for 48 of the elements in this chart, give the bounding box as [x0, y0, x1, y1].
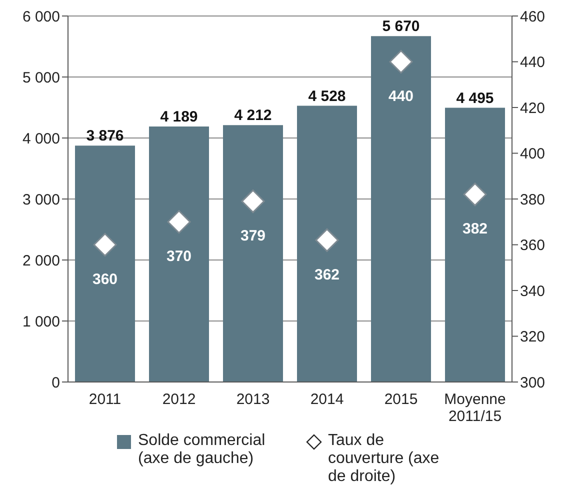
y-tick-label: 1 000 [22, 313, 60, 330]
bar [75, 146, 135, 382]
point [93, 233, 117, 256]
data-label: 4 495 [456, 90, 494, 107]
data-label: 370 [166, 248, 192, 266]
x-tick-label: 2014 [310, 391, 344, 408]
bar [445, 108, 505, 382]
data-label: 360 [92, 270, 118, 288]
y-tick-label: 0 [52, 374, 60, 392]
x-tick-label: 2012 [162, 391, 196, 408]
bar [149, 126, 209, 382]
y2-tick-label: 400 [520, 146, 546, 163]
y-tick-label: 6 000 [22, 8, 60, 26]
x-tick-label: 2013 [236, 391, 270, 408]
y2-tick-label: 420 [520, 100, 546, 117]
data-label: 362 [314, 266, 340, 284]
x-tick-label: 2011 [88, 391, 122, 408]
y2-tick-label: 320 [520, 328, 546, 346]
point [167, 210, 191, 234]
data-label: 4 212 [234, 107, 272, 124]
bar [297, 106, 357, 382]
point [463, 182, 487, 206]
y2-tick-label: 360 [520, 237, 546, 254]
x-tick-label: 2015 [384, 391, 418, 408]
y2-tick-label: 340 [520, 282, 546, 300]
y-tick-label: 2 000 [22, 252, 60, 270]
data-label: 4 528 [308, 88, 346, 105]
point [389, 50, 413, 74]
legend-label: Solde commercial (axe de gauche) [138, 432, 266, 468]
data-label: 4 189 [160, 108, 198, 126]
y2-tick-label: 440 [520, 54, 546, 72]
data-label: 3 876 [86, 128, 124, 145]
y2-tick-label: 300 [520, 374, 546, 392]
x-tick-label: Moyenne 2011/15 [444, 391, 506, 425]
bar [371, 36, 431, 382]
data-label: 440 [388, 88, 414, 105]
data-label: 379 [240, 227, 266, 244]
point [241, 190, 265, 214]
y2-tick-label: 460 [520, 8, 546, 26]
data-label: 382 [462, 220, 488, 238]
y-tick-label: 4 000 [22, 130, 60, 148]
legend-label: Taux de couverture (axe de droite) [328, 432, 440, 486]
y2-tick-label: 380 [520, 191, 546, 208]
y-tick-label: 3 000 [22, 191, 60, 208]
bar [223, 125, 283, 382]
y-tick-label: 5 000 [22, 69, 60, 86]
point [315, 228, 339, 252]
data-label: 5 670 [382, 18, 420, 36]
